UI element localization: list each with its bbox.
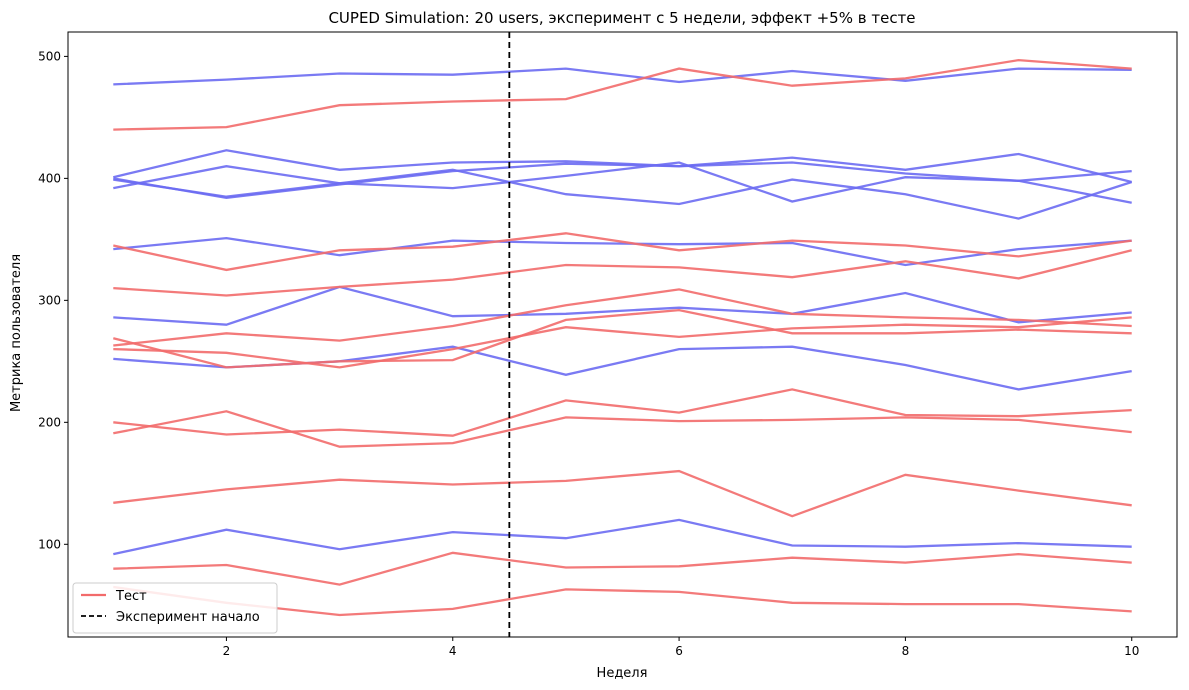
series-line-control-3 [113,168,1133,220]
series-line-test-11 [113,232,1132,272]
series-line-test-19 [113,551,1132,586]
series-line-test-10 [113,58,1132,131]
x-tick-label: 8 [902,644,910,658]
chart-title: CUPED Simulation: 20 users, эксперимент … [328,9,915,27]
legend-box [72,582,278,634]
series-line-control-2 [113,161,1132,203]
series-layer [113,58,1133,617]
x-tick-label: 6 [675,644,683,658]
plot-frame [67,31,1178,638]
series-line-test-18 [113,469,1132,518]
x-tick-label: 10 [1124,644,1139,658]
legend-test-label: Тест [115,589,147,604]
series-line-test-15 [113,308,1132,369]
series-line-test-20 [113,585,1132,617]
series-line-control-8 [113,345,1132,391]
y-axis-title: Метрика пользователя [9,254,24,412]
x-tick-label: 2 [223,644,231,658]
y-tick-label: 100 [38,537,61,551]
series-line-control-7 [113,285,1132,326]
series-line-test-16 [113,388,1132,437]
y-tick-label: 400 [38,171,61,185]
series-line-control-5 [113,161,1132,204]
series-line-control-4 [113,149,1132,184]
series-line-test-14 [113,316,1132,369]
x-tick-label: 4 [449,644,457,658]
series-line-control-1 [113,67,1132,86]
series-line-control-9 [113,518,1132,556]
y-tick-label: 200 [38,415,61,429]
series-line-test-13 [113,288,1132,347]
series-line-test-17 [113,410,1132,448]
y-tick-label: 500 [38,49,61,63]
y-axis-ticks: 100 200 300 400 500 [38,49,68,551]
x-axis-title: Неделя [597,666,648,681]
series-line-control-6 [113,236,1132,267]
legend: Тест Эксперимент начало [72,582,278,634]
x-axis-ticks: 2 4 6 8 10 [223,637,1139,658]
y-tick-label: 300 [38,293,61,307]
legend-marker-label: Эксперимент начало [116,610,260,625]
series-line-test-12 [113,249,1132,297]
